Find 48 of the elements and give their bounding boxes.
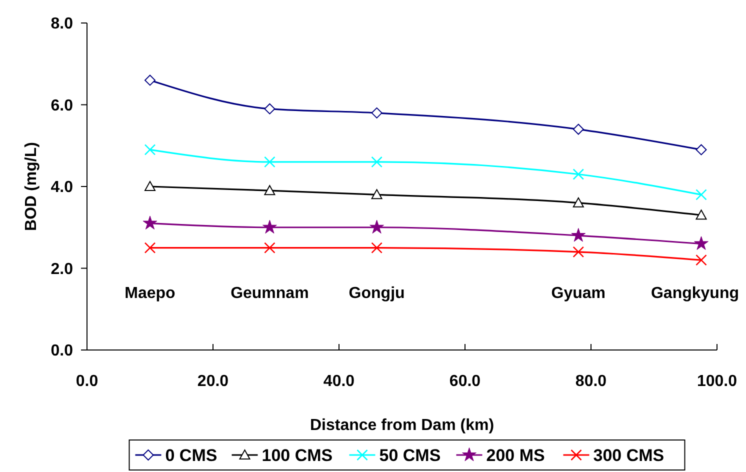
annotation: Maepo — [124, 285, 176, 302]
y-tick-label: 0.0 — [50, 342, 74, 360]
point — [144, 242, 156, 254]
annotation: Gongju — [348, 285, 405, 302]
x-tick-label: 40.0 — [323, 373, 355, 390]
point — [696, 189, 707, 200]
annotation: Geumnam — [230, 285, 309, 302]
annotation: Gangkyung — [650, 285, 740, 302]
point — [264, 103, 276, 114]
point — [264, 185, 276, 196]
point — [696, 144, 707, 156]
point — [572, 246, 584, 258]
point — [144, 144, 156, 156]
point — [264, 242, 276, 254]
point — [371, 156, 382, 168]
legend-label: 300 CMS — [593, 446, 664, 465]
legend-label: 200 MS — [486, 446, 545, 465]
point — [696, 254, 707, 266]
point — [264, 156, 276, 168]
point — [371, 242, 382, 254]
point — [370, 220, 384, 234]
x-axis-title: Distance from Dam (km) — [310, 417, 494, 434]
legend-label: 0 CMS — [165, 446, 218, 465]
y-tick-label: 4.0 — [50, 179, 74, 196]
point — [572, 168, 584, 180]
x-tick-label: 20.0 — [197, 373, 229, 390]
point — [262, 220, 277, 234]
y-tick-label: 6.0 — [50, 97, 74, 114]
point — [572, 124, 584, 135]
y-tick-label: 8.0 — [50, 16, 74, 33]
point — [144, 181, 156, 191]
legend-label: 50 CMS — [379, 446, 441, 465]
x-tick-label: 100.0 — [696, 373, 738, 390]
y-axis-title: BOD (mg/L) — [23, 142, 40, 231]
point — [144, 74, 156, 86]
y-tick-label: 2.0 — [50, 260, 74, 278]
annotation: Gyuam — [551, 285, 606, 302]
point — [371, 107, 382, 118]
point — [371, 189, 382, 200]
point — [571, 228, 586, 242]
x-tick-label: 0.0 — [76, 373, 98, 390]
legend-label: 100 CMS — [262, 446, 333, 465]
point — [696, 210, 707, 220]
point — [694, 236, 708, 250]
point — [142, 216, 158, 230]
x-tick-label: 60.0 — [449, 373, 481, 390]
point — [572, 197, 584, 208]
x-tick-label: 80.0 — [575, 373, 607, 390]
